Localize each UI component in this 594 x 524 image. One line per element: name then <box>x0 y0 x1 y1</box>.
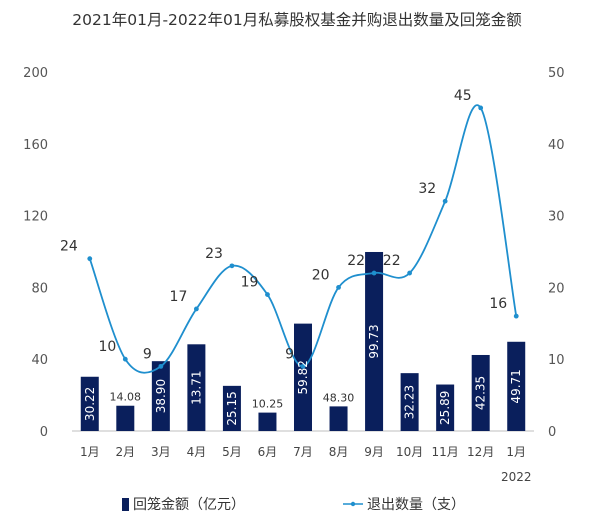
x-tick-label: 5月 <box>222 445 242 459</box>
y-right-tick-label: 0 <box>548 425 556 440</box>
bar-value-label: 49.71 <box>509 369 523 403</box>
legend-label-bars: 回笼金额（亿元） <box>133 497 245 513</box>
line-value-label: 23 <box>205 246 223 262</box>
bar-value-label: 25.15 <box>225 391 239 425</box>
bar <box>294 323 312 431</box>
x-tick-label: 4月 <box>187 445 207 459</box>
bar-value-label: 10.25 <box>252 398 284 411</box>
bar-value-label: 42.35 <box>474 376 488 410</box>
bar-value-label: 59.82 <box>296 360 310 394</box>
bar-value-label: 14.08 <box>110 391 142 404</box>
y-right-tick-label: 40 <box>548 138 565 153</box>
line-value-label: 19 <box>241 275 259 291</box>
y-left-tick-label: 200 <box>23 66 48 81</box>
bar <box>80 376 99 431</box>
bar <box>151 361 170 431</box>
x-tick-label: 2月 <box>115 445 135 459</box>
bar <box>187 344 206 431</box>
line-point <box>407 270 413 276</box>
y-left-tick-label: 160 <box>23 138 48 153</box>
line-value-label: 17 <box>170 289 188 305</box>
bar <box>507 341 526 431</box>
y-left-tick-label: 0 <box>40 425 48 440</box>
y-left-tick-label: 80 <box>31 281 48 296</box>
line-value-label: 9 <box>143 346 152 362</box>
line-point <box>193 306 199 312</box>
y-right-tick-label: 20 <box>548 281 565 296</box>
bar <box>365 251 384 431</box>
legend-swatch-line <box>343 501 363 507</box>
bar <box>471 354 490 431</box>
x-tick-label: 3月 <box>151 445 171 459</box>
x-tick-label: 1月 <box>80 445 100 459</box>
bar <box>222 385 241 431</box>
bar-value-label: 99.73 <box>367 324 381 358</box>
line-value-label: 45 <box>454 88 472 104</box>
line-value-label: 10 <box>98 339 116 355</box>
bar <box>436 384 455 431</box>
legend-swatch-bars <box>122 497 129 511</box>
bar <box>329 406 348 431</box>
bar-value-label: 25.89 <box>438 391 452 425</box>
bar <box>116 405 135 431</box>
x-tick-label: 11月 <box>432 445 459 459</box>
x-tick-label: 7月 <box>293 445 313 459</box>
line-value-label: 22 <box>347 253 365 269</box>
line-value-label: 16 <box>489 296 507 312</box>
line-point <box>371 270 377 276</box>
y-left-tick-label: 120 <box>23 210 48 225</box>
bar <box>258 412 277 431</box>
line-point <box>336 285 341 290</box>
x-tick-label: 1月 <box>506 445 526 459</box>
x-tick-label: 6月 <box>258 445 278 459</box>
bar-value-label: 38.90 <box>154 379 168 413</box>
line-point <box>122 356 128 362</box>
bar-value-label: 30.22 <box>83 387 97 421</box>
x-tick-label: 9月 <box>364 445 384 459</box>
line-value-label: 20 <box>312 267 330 283</box>
x-year-label: 2022 <box>501 470 532 484</box>
bar-value-label: 13.71 <box>189 370 203 404</box>
line-point <box>265 292 270 297</box>
legend-label-line: 退出数量（支） <box>367 497 465 513</box>
line-point <box>442 198 448 204</box>
line-value-label: 9 <box>285 346 294 362</box>
line-value-label: 32 <box>418 181 436 197</box>
y-left-tick-label: 40 <box>31 353 48 368</box>
line-point <box>513 313 519 319</box>
bar-value-label: 48.30 <box>323 391 355 404</box>
x-tick-label: 10月 <box>396 445 423 459</box>
line-point <box>158 363 164 369</box>
y-right-tick-label: 30 <box>548 210 565 225</box>
line-point <box>478 105 484 111</box>
bar-value-label: 32.23 <box>403 385 417 419</box>
line-value-label: 24 <box>60 239 78 255</box>
y-right-tick-label: 10 <box>548 353 565 368</box>
bar <box>400 373 419 431</box>
y-right-tick-label: 50 <box>548 66 565 81</box>
chart-title: 2021年01月-2022年01月私募股权基金并购退出数量及回笼金额 <box>72 11 522 29</box>
legend-item-bars: 回笼金额（亿元） <box>122 494 245 514</box>
line-point <box>229 263 235 269</box>
x-tick-label: 8月 <box>329 445 349 459</box>
legend-item-line: 退出数量（支） <box>342 494 465 514</box>
line-point <box>87 256 93 262</box>
line-value-label: 22 <box>383 253 401 269</box>
x-tick-label: 12月 <box>467 445 494 459</box>
line-point <box>300 363 306 369</box>
